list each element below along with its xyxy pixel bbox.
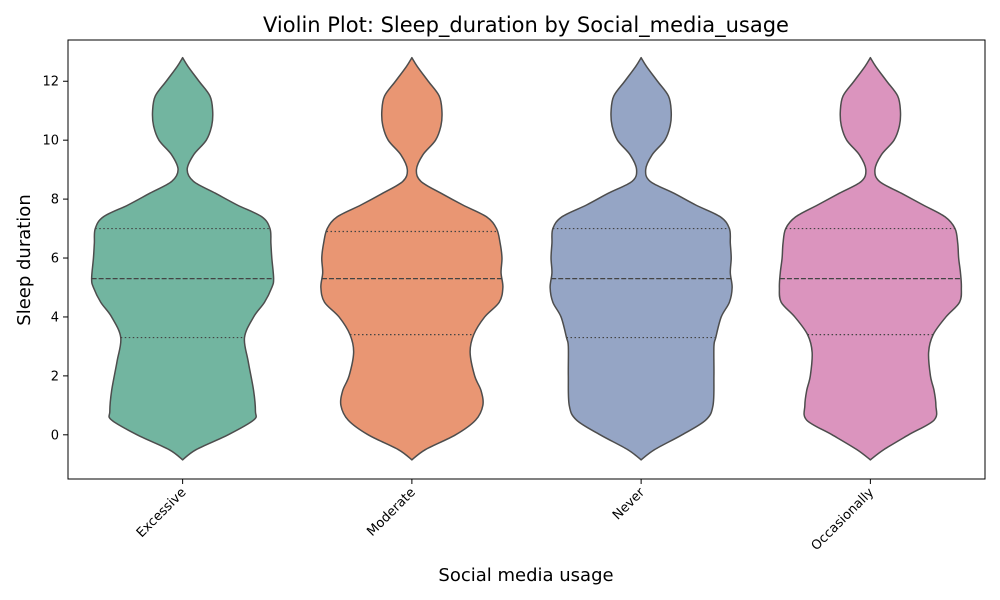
plot-frame — [67, 39, 986, 480]
violin-body — [320, 56, 504, 461]
x-tick-label: Occasionally — [809, 485, 878, 554]
y-tick-label: 8 — [51, 193, 59, 208]
violin-body — [90, 56, 275, 461]
y-tick-label: 10 — [42, 134, 59, 149]
y-tick-label: 4 — [51, 310, 59, 325]
y-tick-label: 6 — [51, 252, 59, 267]
y-tick-label: 12 — [42, 75, 59, 90]
violins-layer — [90, 56, 963, 461]
y-tick-label: 0 — [51, 428, 59, 443]
chart-title: Violin Plot: Sleep_duration by Social_me… — [263, 13, 789, 38]
violin-excessive — [90, 56, 275, 461]
x-tick-label: Excessive — [134, 485, 190, 541]
y-tick-label: 2 — [51, 369, 59, 384]
x-axis-title: Social media usage — [438, 565, 613, 586]
violin-body — [778, 56, 963, 461]
violin-moderate — [320, 56, 504, 461]
y-axis-title: Sleep duration — [14, 194, 35, 325]
violin-occasionally — [778, 56, 963, 461]
x-tick-label: Moderate — [364, 485, 418, 539]
violin-body — [549, 56, 733, 461]
x-axis: Excessive Moderate Never Occasionally — [134, 479, 878, 554]
violin-never — [549, 56, 733, 461]
x-tick-label: Never — [610, 485, 648, 523]
y-axis: 0 2 4 6 8 10 12 — [42, 75, 68, 443]
